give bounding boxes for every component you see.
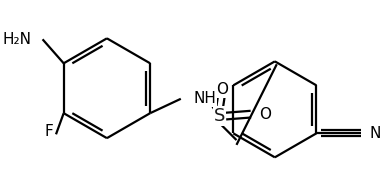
Text: O: O — [216, 83, 228, 98]
Text: O: O — [259, 107, 271, 122]
Text: NH: NH — [193, 91, 216, 106]
Text: F: F — [45, 124, 54, 139]
Text: S: S — [213, 107, 225, 125]
Text: N: N — [369, 126, 381, 141]
Text: H₂N: H₂N — [2, 32, 31, 47]
